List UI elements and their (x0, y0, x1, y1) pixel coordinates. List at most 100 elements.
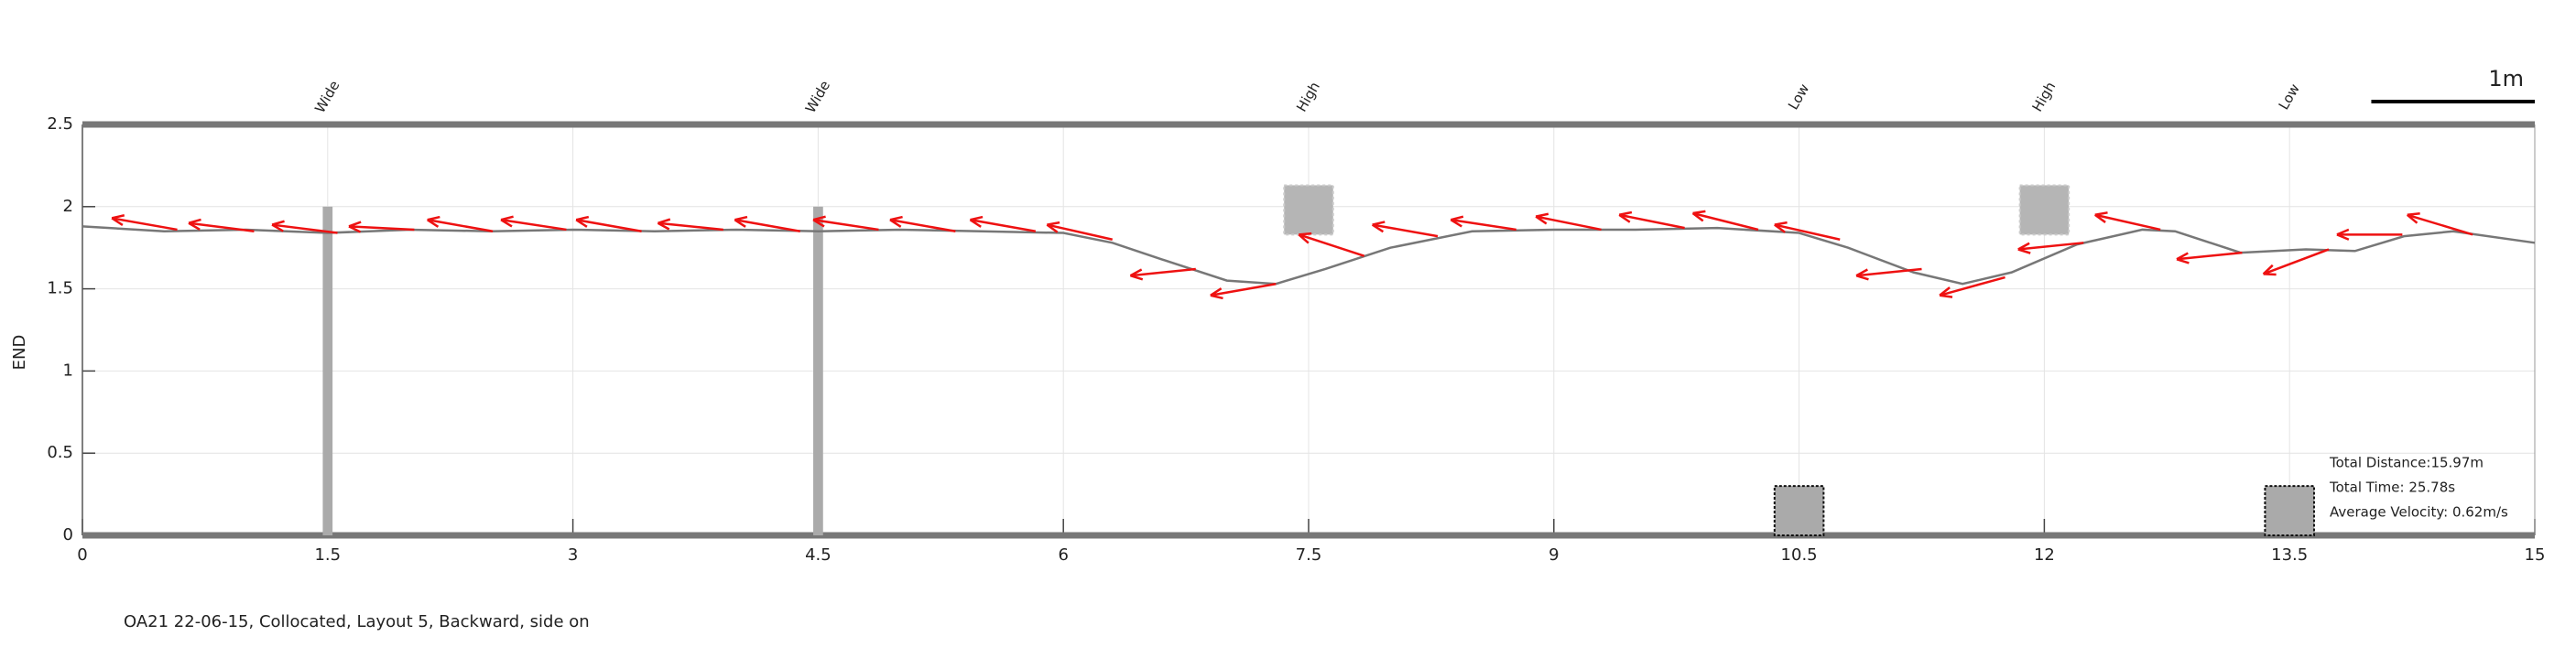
arrow-part (188, 218, 201, 231)
y-tick-label: 1 (63, 361, 73, 380)
arrow-part (1618, 213, 1685, 230)
arrow-part (2406, 212, 2420, 224)
arrow-part (2176, 252, 2190, 264)
velocity-arrow (2336, 228, 2403, 241)
x-tick-label: 7.5 (1296, 545, 1322, 565)
y-tick-label: 2.5 (47, 114, 73, 134)
velocity-arrow (2262, 248, 2330, 276)
stat: Average Velocity: 0.62m/s (2330, 504, 2508, 521)
velocity-arrow (1535, 212, 1602, 232)
arrow-part (1372, 223, 1439, 238)
arrow-part (500, 218, 567, 232)
velocity-arrow (1210, 282, 1277, 300)
arrow-part (2407, 213, 2473, 236)
arrow-part (1855, 267, 1922, 277)
arrow-part (1298, 233, 1365, 257)
velocity-arrow (657, 218, 723, 232)
velocity-arrow (575, 215, 642, 232)
high-obstacle (2018, 184, 2071, 236)
arrow-part (111, 214, 125, 227)
x-tick-label: 0 (77, 545, 87, 565)
y-tick-label: 1.5 (47, 279, 73, 298)
arrow-part (889, 218, 956, 232)
velocity-arrow (1774, 221, 1841, 241)
arrow-part (1692, 211, 1759, 232)
x-tick-label: 12 (2034, 545, 2055, 565)
arrow-part (2263, 248, 2330, 275)
arrow-part (427, 215, 440, 228)
y-tick-label: 2 (63, 197, 73, 216)
arrow-part (734, 215, 748, 228)
arrow-part (1047, 223, 1114, 241)
arrow-part (2017, 242, 2031, 254)
x-tick-label: 13.5 (2271, 545, 2308, 565)
velocity-arrow (1855, 267, 1922, 281)
velocity-arrow (734, 215, 800, 232)
arrow-part (188, 221, 255, 232)
velocity-arrow (1939, 275, 2005, 298)
y-axis-label: END (10, 335, 29, 371)
x-tick-label: 3 (568, 545, 578, 565)
velocity-arrow (271, 220, 338, 234)
arrow-part (657, 218, 671, 231)
x-tick-label: 9 (1549, 545, 1559, 565)
obstacle-label: Low (2276, 81, 2303, 113)
arrow-part (1939, 286, 1953, 298)
y-tick-label: 0 (63, 525, 73, 545)
low-obstacle (2264, 485, 2315, 536)
arrow-part (1774, 223, 1841, 241)
wide-obstacle (322, 206, 333, 536)
arrow-part (1130, 267, 1196, 277)
velocity-arrow (1450, 215, 1516, 232)
arrow-part (1691, 210, 1706, 222)
obstacle-label: High (2029, 79, 2060, 114)
y-tick-label: 0.5 (47, 443, 73, 462)
arrow-part (575, 218, 642, 232)
arrow-part (1535, 215, 1602, 232)
arrow-part (2262, 264, 2277, 276)
caption: OA21 22-06-15, Collocated, Layout 5, Bac… (124, 612, 590, 631)
trajectory (82, 225, 2536, 286)
obstacle-label: High (1293, 79, 1323, 114)
high-obstacle (1283, 184, 1334, 236)
velocity-arrow (1298, 232, 1365, 257)
arrow-part (1298, 232, 1312, 244)
arrow-part (1618, 210, 1633, 223)
arrow-part (1774, 221, 1788, 233)
arrow-part (734, 218, 800, 232)
arrow-part (575, 215, 590, 228)
arrow-part (2094, 211, 2108, 223)
arrow-part (2176, 251, 2243, 261)
arrow-part (1939, 275, 2005, 297)
arrow-part (2336, 228, 2350, 241)
arrow-part (111, 217, 178, 232)
arrow-part (812, 218, 879, 232)
velocity-arrow (812, 215, 879, 232)
arrow-part (1451, 218, 1516, 232)
x-tick-label: 1.5 (314, 545, 341, 565)
arrow-part (1210, 282, 1277, 297)
arrow-part (889, 215, 903, 228)
arrow-part (970, 218, 1037, 232)
arrow-part (348, 221, 362, 233)
stat: Total Distance:15.97m (2329, 455, 2484, 471)
low-obstacle (1773, 485, 1825, 536)
velocity-arrow (889, 215, 956, 232)
obstacle-label: Low (1785, 81, 1812, 113)
arrow-part (1210, 287, 1223, 300)
velocity-arrow (2017, 242, 2084, 254)
arrow-part (812, 215, 826, 228)
velocity-arrow (1691, 210, 1759, 232)
velocity-arrow (500, 215, 567, 232)
velocity-arrow (1129, 267, 1196, 281)
arrow-part (427, 218, 494, 232)
velocity-arrow (2094, 211, 2161, 232)
velocity-arrow (969, 215, 1037, 232)
velocity-arrow (188, 218, 255, 232)
arrow-part (348, 225, 415, 232)
x-tick-label: 4.5 (805, 545, 831, 565)
arrow-part (271, 223, 338, 234)
arrow-part (271, 220, 285, 232)
arrow-part (658, 221, 723, 232)
arrow-part (2017, 242, 2084, 251)
